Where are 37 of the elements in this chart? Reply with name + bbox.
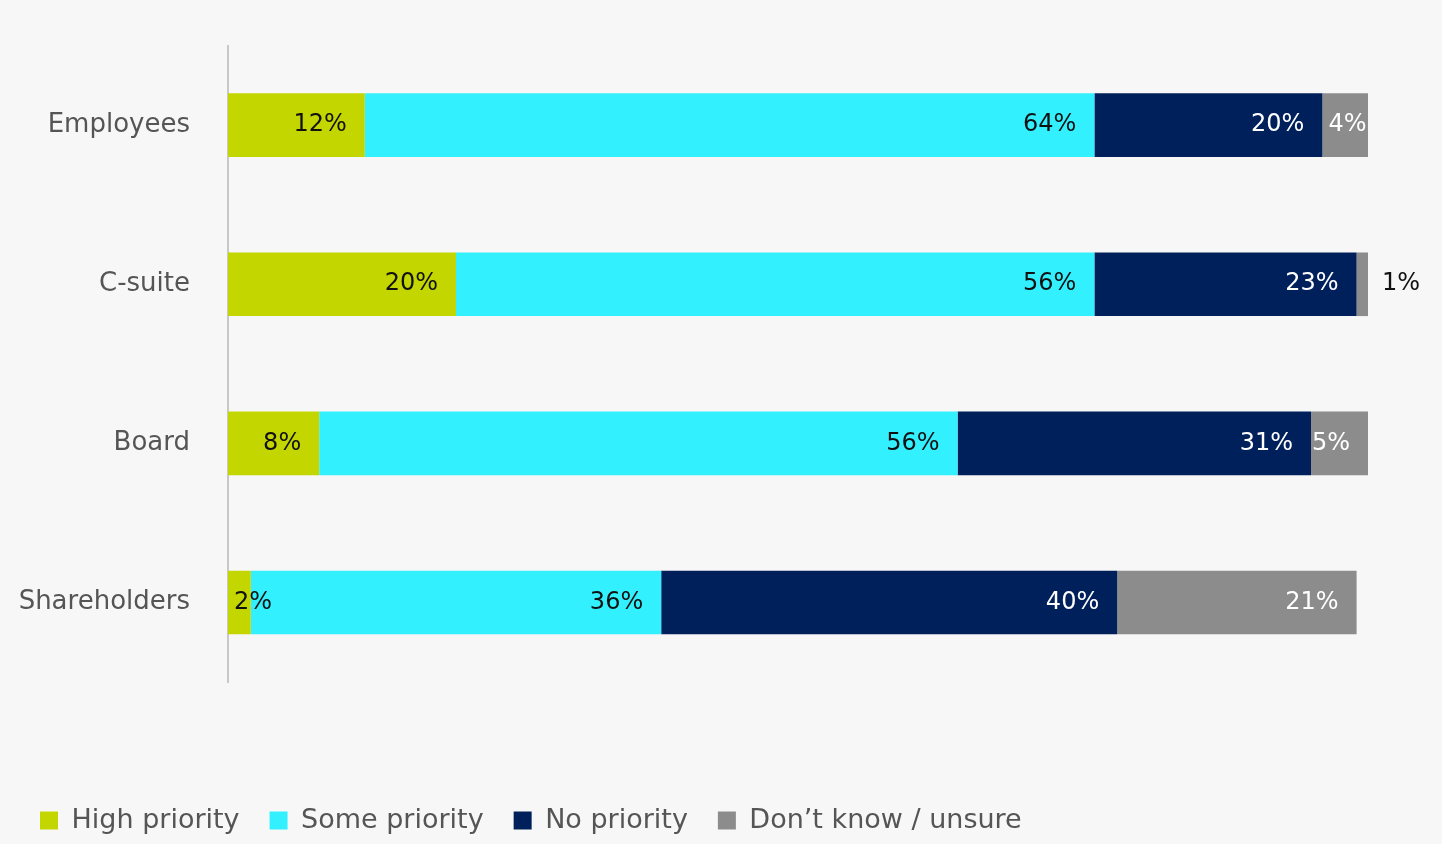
bar	[228, 93, 365, 157]
data-label: 8%	[263, 427, 302, 456]
data-label: 31%	[1239, 427, 1293, 456]
y-tick-label: C-suite	[99, 267, 190, 297]
data-label: 1%	[1382, 268, 1421, 297]
data-label: 36%	[589, 586, 644, 615]
bar	[1094, 93, 1323, 157]
legend-label: Some priority	[301, 802, 484, 834]
data-label: 20%	[1251, 109, 1305, 138]
data-label: 4%	[1328, 109, 1367, 138]
bar	[1117, 570, 1357, 635]
bar	[228, 252, 456, 317]
bar	[1094, 252, 1357, 317]
data-label: 40%	[1045, 586, 1100, 615]
data-label: 56%	[1023, 268, 1077, 297]
bar	[364, 93, 1095, 157]
legend-label: Don’t know / unsure	[749, 802, 1022, 834]
bar	[456, 252, 1095, 317]
bar	[319, 411, 958, 476]
legend-label: High priority	[71, 802, 240, 834]
bar	[957, 411, 1311, 476]
data-label: 5%	[1311, 427, 1350, 456]
bar	[1322, 93, 1368, 157]
data-label: 21%	[1285, 586, 1339, 615]
y-tick-label: Employees	[47, 107, 190, 138]
bar	[228, 411, 320, 476]
data-label: 20%	[384, 268, 438, 297]
y-tick-label: Shareholders	[18, 585, 190, 616]
data-label: 23%	[1285, 268, 1339, 297]
y-tick-label: Board	[113, 426, 190, 457]
data-label: 56%	[886, 427, 940, 456]
bar	[1356, 252, 1368, 317]
bar	[661, 570, 1118, 635]
legend-label: No priority	[545, 802, 688, 834]
data-label: 64%	[1023, 109, 1077, 138]
data-label: 12%	[293, 109, 347, 138]
bar	[1311, 411, 1368, 476]
